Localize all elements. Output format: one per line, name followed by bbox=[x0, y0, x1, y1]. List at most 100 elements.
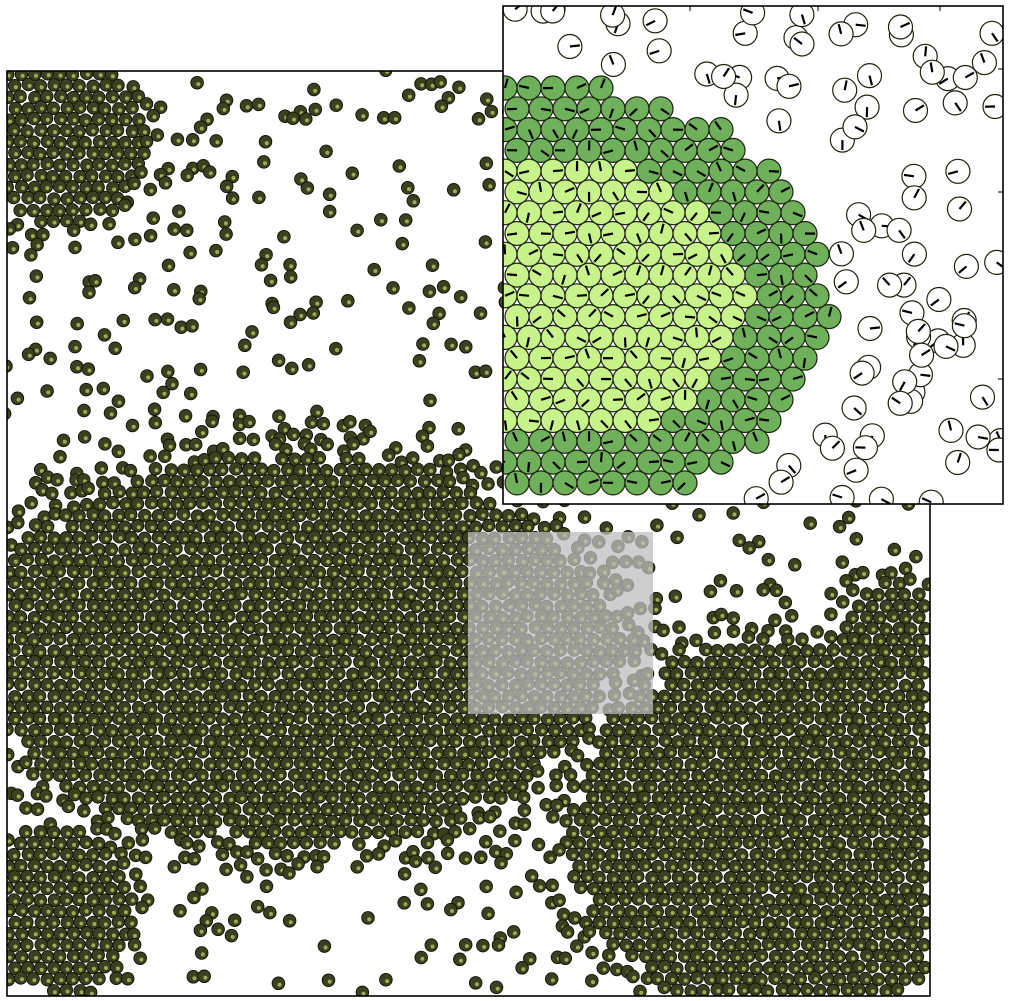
particle-highlight bbox=[390, 672, 395, 677]
particle-highlight bbox=[73, 506, 77, 511]
particle-highlight bbox=[32, 773, 36, 778]
particle-highlight bbox=[155, 490, 160, 495]
particle-highlight bbox=[339, 830, 344, 835]
particle-highlight bbox=[807, 786, 812, 791]
particle-highlight bbox=[300, 626, 305, 631]
particle-highlight bbox=[289, 264, 294, 269]
particle-highlight bbox=[313, 492, 317, 497]
particle-highlight bbox=[892, 775, 897, 780]
particle-highlight bbox=[455, 762, 460, 767]
particle-highlight bbox=[818, 649, 823, 654]
particle-highlight bbox=[46, 95, 50, 100]
particle-highlight bbox=[182, 626, 187, 631]
particle-highlight bbox=[678, 626, 683, 631]
particle-highlight bbox=[462, 661, 467, 666]
particle-highlight bbox=[526, 728, 531, 733]
particle-highlight bbox=[27, 649, 32, 654]
particle-highlight bbox=[430, 694, 435, 699]
particle-highlight bbox=[884, 808, 889, 813]
particle-highlight bbox=[371, 729, 376, 734]
particle-highlight bbox=[767, 559, 772, 563]
particle-highlight bbox=[241, 728, 246, 733]
particle-highlight bbox=[357, 683, 362, 688]
particle-highlight bbox=[663, 807, 668, 812]
particle-highlight bbox=[124, 204, 129, 209]
particle-highlight bbox=[117, 241, 122, 246]
particle-highlight bbox=[234, 490, 239, 495]
particle-highlight bbox=[331, 660, 336, 665]
particle-highlight bbox=[787, 728, 792, 733]
particle-highlight bbox=[372, 479, 377, 484]
particle-highlight bbox=[335, 104, 340, 109]
particle-highlight bbox=[678, 649, 683, 653]
particle-highlight bbox=[813, 797, 818, 802]
particle-highlight bbox=[196, 82, 201, 87]
particle-highlight bbox=[416, 627, 421, 632]
particle-highlight bbox=[154, 468, 159, 473]
particle-highlight bbox=[865, 819, 870, 824]
particle-highlight bbox=[103, 108, 108, 113]
particle-highlight bbox=[280, 548, 285, 553]
particle-highlight bbox=[157, 808, 162, 813]
particle-highlight bbox=[469, 515, 474, 520]
particle-highlight bbox=[67, 805, 72, 810]
particle-highlight bbox=[90, 672, 95, 677]
particle-highlight bbox=[410, 525, 415, 530]
particle-highlight bbox=[650, 717, 655, 722]
particle-highlight bbox=[40, 220, 45, 225]
particle-highlight bbox=[65, 626, 70, 631]
particle-highlight bbox=[79, 717, 84, 722]
particle-highlight bbox=[40, 559, 45, 564]
particle-highlight bbox=[46, 73, 51, 78]
particle-highlight bbox=[469, 492, 474, 497]
particle-highlight bbox=[651, 808, 655, 812]
particle-highlight bbox=[676, 536, 681, 541]
particle-highlight bbox=[59, 752, 64, 757]
particle-highlight bbox=[26, 672, 31, 677]
particle-highlight bbox=[462, 729, 467, 734]
particle-highlight bbox=[292, 751, 297, 756]
particle-highlight bbox=[254, 707, 259, 712]
particle-highlight bbox=[332, 593, 337, 598]
particle-highlight bbox=[841, 601, 846, 606]
particle-highlight bbox=[384, 820, 389, 825]
particle-highlight bbox=[19, 683, 24, 688]
particle-highlight bbox=[266, 774, 271, 779]
particle-highlight bbox=[378, 694, 383, 699]
particle-highlight bbox=[391, 764, 396, 769]
particle-highlight bbox=[92, 107, 97, 112]
particle-highlight bbox=[429, 514, 434, 519]
particle-highlight bbox=[781, 718, 786, 723]
particle-highlight bbox=[474, 728, 479, 733]
particle-highlight bbox=[286, 695, 291, 700]
particle-highlight bbox=[370, 638, 375, 643]
particle-highlight bbox=[143, 717, 148, 722]
particle-highlight bbox=[703, 740, 708, 745]
particle-highlight bbox=[385, 661, 389, 666]
particle-highlight bbox=[46, 526, 51, 530]
particle-highlight bbox=[359, 819, 364, 824]
particle-highlight bbox=[826, 683, 831, 688]
particle-highlight bbox=[140, 171, 145, 176]
particle-highlight bbox=[884, 650, 888, 655]
particle-highlight bbox=[203, 706, 208, 711]
particle-highlight bbox=[403, 649, 408, 654]
particle-highlight bbox=[328, 210, 333, 215]
particle-highlight bbox=[325, 739, 330, 744]
particle-highlight bbox=[118, 108, 122, 113]
particle-highlight bbox=[53, 605, 58, 610]
particle-highlight bbox=[111, 525, 116, 530]
particle-highlight bbox=[826, 729, 831, 734]
particle-highlight bbox=[59, 456, 64, 461]
particle-highlight bbox=[241, 774, 246, 779]
particle-highlight bbox=[260, 538, 265, 542]
particle-highlight bbox=[346, 593, 350, 598]
particle-highlight bbox=[138, 278, 143, 283]
particle-highlight bbox=[85, 389, 90, 393]
particle-highlight bbox=[715, 786, 720, 791]
particle-highlight bbox=[371, 751, 375, 756]
particle-highlight bbox=[201, 683, 206, 688]
particle-highlight bbox=[378, 650, 383, 655]
particle-highlight bbox=[456, 604, 461, 609]
particle-highlight bbox=[324, 672, 329, 677]
